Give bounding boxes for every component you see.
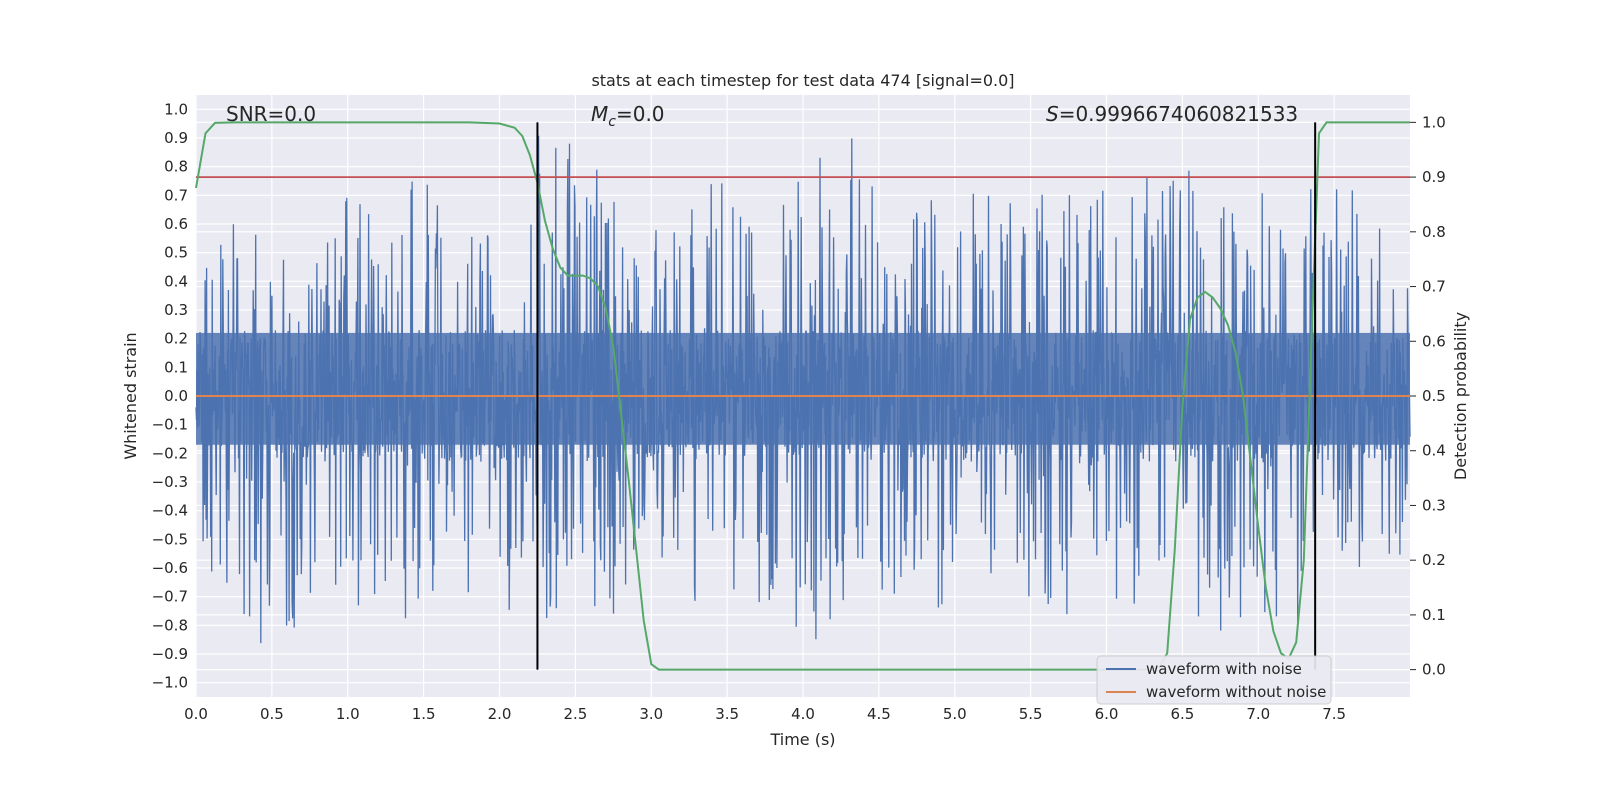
x-tick-label: 7.0 bbox=[1246, 705, 1270, 723]
y2-tick-label: 0.8 bbox=[1422, 223, 1446, 241]
y2-tick-label: 0.0 bbox=[1422, 661, 1446, 679]
y-tick-label: −0.1 bbox=[152, 416, 188, 434]
y-tick-label: 0.3 bbox=[164, 301, 188, 319]
y-tick-label: 0.0 bbox=[164, 387, 188, 405]
y2-tick-label: 0.5 bbox=[1422, 387, 1446, 405]
x-tick-label: 3.5 bbox=[715, 705, 739, 723]
x-tick-label: 5.5 bbox=[1019, 705, 1043, 723]
y-tick-label: 0.9 bbox=[164, 129, 188, 147]
x-tick-label: 2.0 bbox=[488, 705, 512, 723]
x-tick-label: 5.0 bbox=[943, 705, 967, 723]
s-symbol: S bbox=[1046, 102, 1059, 126]
x-tick-label: 1.0 bbox=[336, 705, 360, 723]
mc-symbol: M bbox=[591, 102, 608, 126]
y-tick-label: −0.2 bbox=[152, 444, 188, 462]
y-tick-label: −0.7 bbox=[152, 588, 188, 606]
series-detection-probability bbox=[195, 121, 1410, 671]
y2-tick-label: 0.4 bbox=[1422, 442, 1446, 460]
y-tick-label: −0.5 bbox=[152, 530, 188, 548]
y-tick-label: 0.6 bbox=[164, 215, 188, 233]
y2-tick-label: 1.0 bbox=[1422, 113, 1446, 131]
y-tick-label: −0.4 bbox=[152, 502, 188, 520]
y-tick-label: 0.7 bbox=[164, 186, 188, 204]
y-tick-label: 0.5 bbox=[164, 244, 188, 262]
y-tick-label: −1.0 bbox=[152, 674, 188, 692]
legend-label-noise: waveform with noise bbox=[1146, 660, 1302, 678]
snr-annotation: SNR=0.0 bbox=[226, 102, 316, 126]
mc-value: =0.0 bbox=[616, 102, 665, 126]
x-tick-label: 4.5 bbox=[867, 705, 891, 723]
x-tick-label: 2.5 bbox=[563, 705, 587, 723]
y-tick-label: −0.9 bbox=[152, 645, 188, 663]
x-tick-label: 6.5 bbox=[1170, 705, 1194, 723]
x-tick-label: 4.0 bbox=[791, 705, 815, 723]
x-tick-label: 3.0 bbox=[639, 705, 663, 723]
y-tick-label: 0.2 bbox=[164, 330, 188, 348]
y2-tick-label: 0.9 bbox=[1422, 168, 1446, 186]
y2-axis-label: Detection probability bbox=[1451, 312, 1470, 480]
mc-subscript: c bbox=[608, 114, 616, 130]
y-tick-label: −0.8 bbox=[152, 616, 188, 634]
legend-box bbox=[1096, 655, 1332, 705]
y2-tick-label: 0.3 bbox=[1422, 496, 1446, 514]
y-tick-label: 0.8 bbox=[164, 158, 188, 176]
x-tick-label: 1.5 bbox=[412, 705, 436, 723]
y-axis-label: Whitened strain bbox=[121, 332, 140, 459]
y2-tick-label: 0.7 bbox=[1422, 278, 1446, 296]
x-axis-label: Time (s) bbox=[769, 730, 835, 749]
y-tick-label: 1.0 bbox=[164, 100, 188, 118]
y-tick-label: 0.1 bbox=[164, 358, 188, 376]
y-tick-label: −0.3 bbox=[152, 473, 188, 491]
s-value: =0.9996674060821533 bbox=[1059, 102, 1298, 126]
y-tick-label: −0.6 bbox=[152, 559, 188, 577]
chart-title: stats at each timestep for test data 474… bbox=[591, 71, 1014, 90]
x-tick-label: 0.0 bbox=[184, 705, 208, 723]
legend-label-clean: waveform without noise bbox=[1146, 683, 1326, 701]
mc-annotation: Mc=0.0 bbox=[591, 102, 665, 130]
x-tick-label: 7.5 bbox=[1322, 705, 1346, 723]
waveform-noise-core bbox=[196, 332, 1410, 445]
y2-tick-label: 0.1 bbox=[1422, 606, 1446, 624]
s-annotation: S=0.9996674060821533 bbox=[1046, 102, 1298, 126]
y2-tick-label: 0.2 bbox=[1422, 551, 1446, 569]
x-tick-label: 6.0 bbox=[1095, 705, 1119, 723]
y-tick-label: 0.4 bbox=[164, 272, 188, 290]
x-tick-label: 0.5 bbox=[260, 705, 284, 723]
y2-tick-label: 0.6 bbox=[1422, 332, 1446, 350]
